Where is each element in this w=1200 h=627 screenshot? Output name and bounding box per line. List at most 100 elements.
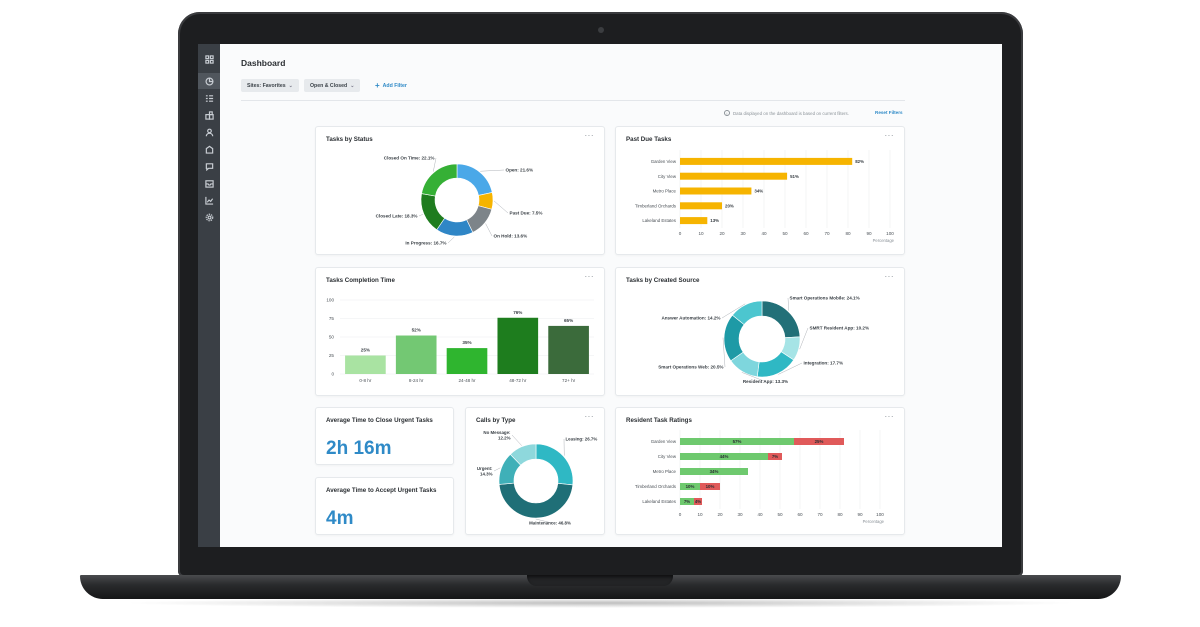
value-label: 7% (684, 499, 690, 504)
category-label: Timberland Orchards (635, 203, 677, 208)
card-tasks-by-status: Tasks by Status ··· Open: 21.6% Past Due:… (315, 126, 605, 255)
category-label: 48-72 hr (509, 378, 527, 383)
grid-icon[interactable] (202, 52, 216, 66)
settings-icon[interactable] (202, 210, 216, 224)
chart-icon[interactable] (202, 193, 216, 207)
tasks-by-status-chart: Open: 21.6% Past Due: 7.5% On Hold: 13.6% I… (376, 156, 543, 246)
category-label: 8-24 hr (409, 378, 424, 383)
donut-slice (731, 300, 763, 325)
stat-title: Average Time to Close Urgent Tasks (326, 417, 433, 424)
card-avg-close: Average Time to Close Urgent Tasks 2h 16… (315, 407, 454, 465)
slice-label: Maintenance: 46.8% (529, 521, 571, 526)
chevron-down-icon: ⌄ (350, 82, 355, 89)
bar (446, 348, 488, 374)
tick-label: 90 (866, 231, 872, 236)
slice-label: In Progress: 16.7% (405, 241, 446, 246)
tick-label: 80 (837, 512, 843, 517)
more-dots-icon[interactable]: ··· (584, 272, 594, 281)
more-dots-icon[interactable]: ··· (884, 131, 894, 140)
bar (680, 468, 748, 475)
tick-label: 20 (717, 512, 723, 517)
slice-label: Resident App: 13.3% (743, 379, 788, 384)
bar (768, 453, 782, 460)
reset-filters-link[interactable]: Reset Filters (875, 110, 903, 115)
inbox-icon[interactable] (202, 176, 216, 190)
bar (345, 355, 386, 374)
slice-label: 14.3% (480, 471, 493, 476)
card-title: Past Due Tasks (626, 136, 672, 143)
filter-status[interactable]: Open & Closed ⌄ (304, 79, 361, 92)
category-label: Timberland Orchards (635, 484, 677, 489)
leader-line (418, 214, 423, 217)
tick-label: 70 (817, 512, 823, 517)
card-past-due: Past Due Tasks ··· 0 10 20 30 40 50 60 70 80 90 10… (615, 126, 905, 255)
slice-label: No Message: (483, 430, 511, 435)
bar (794, 438, 844, 445)
slice-label: Past Due: 7.5% (510, 211, 543, 216)
filter-sites[interactable]: Sites: Favorites ⌄ (241, 79, 299, 92)
card-calls-by-type: Calls by Type ··· Leasing: 26.7% Maintena… (465, 407, 605, 535)
tick-label: 60 (803, 231, 809, 236)
leader-line (778, 362, 803, 375)
axis-title: Percentage (873, 238, 895, 243)
leader-line (433, 157, 437, 172)
leader-line (722, 337, 726, 368)
tick-label: 75 (329, 316, 335, 321)
tick-label: 40 (761, 231, 767, 236)
donut-slice (535, 443, 574, 486)
tick-label: 25 (329, 353, 335, 358)
slice-label: Urgent: (477, 466, 493, 471)
bar (680, 453, 768, 460)
leader-line (447, 236, 455, 244)
dashboard-icon[interactable] (198, 73, 220, 89)
filter-info: i Data displayed on the dashboard is bas… (724, 110, 849, 116)
bar (497, 317, 539, 374)
stat-value: 2h 16m (326, 438, 392, 459)
category-label: 24-48 hr (458, 378, 476, 383)
more-dots-icon[interactable]: ··· (884, 272, 894, 281)
slice-label: Smart Operations Web: 20.5% (658, 365, 723, 370)
building-icon[interactable] (202, 142, 216, 156)
bar (680, 498, 694, 505)
tick-label: 90 (857, 512, 863, 517)
tasks-icon[interactable] (202, 91, 216, 105)
tick-label: 50 (329, 335, 335, 340)
tick-label: 100 (886, 231, 894, 236)
more-dots-icon[interactable]: ··· (584, 412, 594, 421)
chat-icon[interactable] (202, 159, 216, 173)
leader-line (741, 372, 765, 382)
tick-label: 100 (876, 512, 884, 517)
category-label: Metro Place (653, 469, 677, 474)
dashboard-main: Dashboard Sites: Favorites ⌄ Open & Close… (220, 44, 1002, 547)
leader-line (535, 518, 553, 524)
card-resident-ratings: Resident Task Ratings ··· 0 10 20 30 40 50 60 7… (615, 407, 905, 535)
leader-line (480, 169, 505, 172)
more-dots-icon[interactable]: ··· (884, 412, 894, 421)
leader-line (493, 467, 501, 472)
add-filter-label: Add Filter (382, 82, 407, 89)
user-icon[interactable] (202, 125, 216, 139)
info-text: Data displayed on the dashboard is based… (733, 110, 849, 116)
value-label: 4% (695, 499, 701, 504)
value-label: 25% (361, 348, 370, 353)
tick-label: 50 (777, 512, 783, 517)
filter-label: Open & Closed (310, 82, 348, 89)
bar (680, 217, 708, 225)
created-source-chart: Smart Operations Mobile: 24.1% SMRT Resid… (658, 296, 870, 384)
leader-line (493, 200, 509, 214)
calls-by-type-chart: Leasing: 26.7%Maintenance: 46.8%Urgent:1… (477, 430, 597, 526)
slice-label: SMRT Resident App: 10.2% (810, 326, 870, 331)
donut-slice (421, 163, 458, 197)
slice-label: Open: 21.6% (506, 168, 534, 173)
more-dots-icon[interactable]: ··· (584, 131, 594, 140)
value-label: 51% (790, 174, 799, 179)
add-filter-button[interactable]: + Add Filter (375, 79, 407, 92)
value-label: 34% (754, 189, 763, 194)
value-label: 82% (855, 159, 864, 164)
tick-label: 0 (679, 231, 682, 236)
info-icon: i (724, 110, 730, 116)
apps-icon[interactable] (202, 108, 216, 122)
value-label: 13% (710, 218, 719, 223)
card-title: Tasks Completion Time (326, 277, 395, 284)
tick-label: 60 (797, 512, 803, 517)
